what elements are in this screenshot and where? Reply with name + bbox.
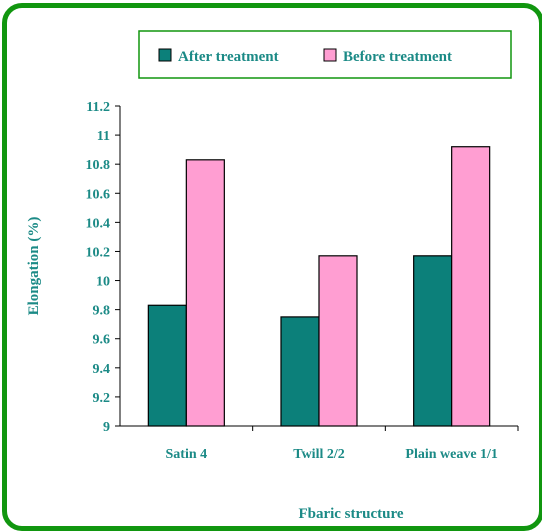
x-tick-label: Satin 4 <box>166 447 208 462</box>
y-tick-label: 10.6 <box>86 187 111 202</box>
x-tick-label: Plain weave 1/1 <box>405 447 498 462</box>
y-tick-label: 9.2 <box>93 391 111 406</box>
y-tick-label: 10.4 <box>86 216 111 231</box>
y-tick-label: 10 <box>96 275 110 290</box>
plot-area: 9 9.2 9.4 9.6 9.8 10 10.2 10.4 10.6 10.8 11 11.2 Sat… <box>86 100 519 462</box>
legend-label-after: After treatment <box>178 49 279 65</box>
y-tick-label: 9.6 <box>93 333 111 348</box>
x-axis-title: Fbaric structure <box>298 506 403 522</box>
bar-before-2 <box>318 255 358 427</box>
legend-label-before: Before treatment <box>343 49 452 65</box>
y-tick-label: 10.8 <box>86 158 111 173</box>
legend-swatch-after <box>158 48 172 62</box>
y-axis-title: Elongation (%) <box>26 217 42 316</box>
y-tick-label: 10.2 <box>86 245 111 260</box>
y-tick-label: 11 <box>97 129 110 144</box>
bar-after-2 <box>280 316 320 427</box>
y-tick-label: 9.4 <box>93 362 111 377</box>
bar-before-3 <box>451 146 491 427</box>
y-tick-label: 11.2 <box>86 100 110 115</box>
legend-swatch-before <box>323 48 337 62</box>
y-tick-label: 9.8 <box>93 304 111 319</box>
bar-before-1 <box>185 159 225 427</box>
bar-after-3 <box>413 255 453 427</box>
legend: After treatment Before treatment <box>138 30 512 79</box>
x-tick-label: Twill 2/2 <box>293 447 344 462</box>
y-tick-label: 9 <box>103 420 110 435</box>
bar-after-1 <box>147 304 187 427</box>
